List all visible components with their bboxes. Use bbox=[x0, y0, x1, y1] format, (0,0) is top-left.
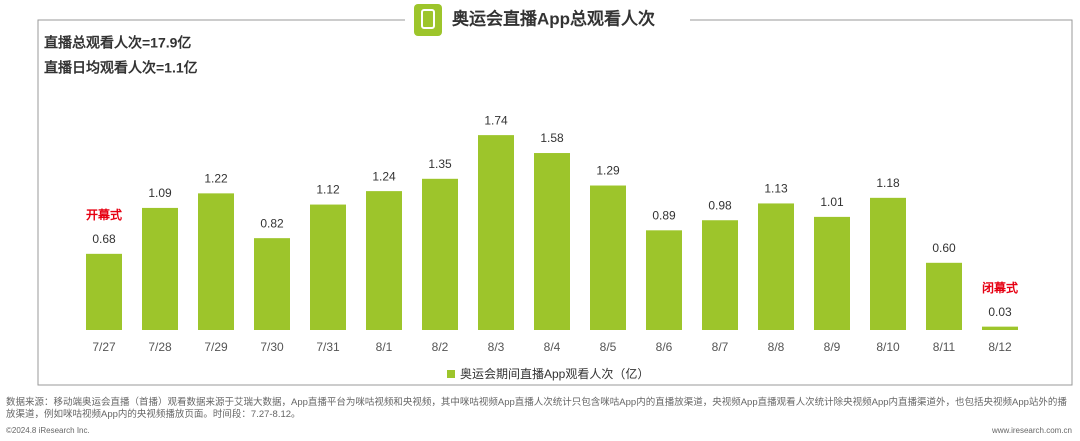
x-tick-label: 8/5 bbox=[600, 340, 617, 354]
bar bbox=[646, 230, 682, 330]
value-label: 0.82 bbox=[260, 216, 284, 230]
bar bbox=[198, 193, 234, 330]
copyright: ©2024.8 iResearch Inc. bbox=[6, 426, 90, 435]
x-tick-label: 8/11 bbox=[933, 340, 956, 354]
x-tick-label: 8/7 bbox=[712, 340, 729, 354]
source-note: 数据来源：移动端奥运会直播（首播）观看数据来源于艾瑞大数据，App直播平台为咪咕… bbox=[6, 397, 1067, 420]
annotation: 开幕式 bbox=[86, 207, 122, 222]
x-tick-label: 8/8 bbox=[768, 340, 785, 354]
bar bbox=[366, 191, 402, 330]
x-tick-label: 8/9 bbox=[824, 340, 841, 354]
chart: 奥运会直播App总观看人次 直播总观看人次=17.9亿 直播日均观看人次=1.1… bbox=[37, 4, 1073, 386]
value-label: 0.89 bbox=[652, 208, 676, 222]
bar bbox=[702, 220, 738, 330]
x-tick-label: 8/10 bbox=[876, 340, 900, 354]
stat: 直播日均观看人次=1.1亿 bbox=[44, 60, 198, 76]
bar bbox=[534, 153, 570, 330]
bar bbox=[142, 207, 178, 330]
bar bbox=[926, 262, 962, 330]
value-label: 1.74 bbox=[484, 113, 508, 127]
value-label: 1.35 bbox=[428, 157, 452, 171]
value-label: 1.01 bbox=[820, 195, 844, 209]
x-tick-label: 7/27 bbox=[92, 340, 116, 354]
bar bbox=[590, 185, 626, 330]
bar bbox=[86, 253, 122, 330]
x-tick-label: 7/30 bbox=[260, 340, 284, 354]
bar bbox=[982, 326, 1018, 330]
value-label: 1.09 bbox=[148, 186, 172, 200]
title-icon bbox=[414, 4, 442, 36]
website: www.iresearch.com.cn bbox=[991, 426, 1072, 435]
value-label: 1.22 bbox=[204, 172, 228, 186]
x-tick-label: 7/29 bbox=[204, 340, 228, 354]
annotation: 闭幕式 bbox=[982, 280, 1018, 295]
frame bbox=[37, 19, 1073, 386]
value-label: 1.24 bbox=[372, 169, 396, 183]
bar bbox=[814, 216, 850, 330]
value-label: 0.68 bbox=[92, 232, 116, 246]
legend-label: 奥运会期间直播App观看人次（亿） bbox=[460, 366, 649, 381]
x-tick-label: 8/3 bbox=[488, 340, 505, 354]
bar bbox=[254, 238, 290, 330]
value-label: 1.13 bbox=[764, 182, 788, 196]
bar bbox=[310, 204, 346, 330]
x-tick-label: 7/28 bbox=[148, 340, 172, 354]
stat: 直播总观看人次=17.9亿 bbox=[44, 35, 191, 51]
title-icon-phone bbox=[421, 9, 435, 29]
value-label: 0.03 bbox=[988, 305, 1012, 319]
value-label: 1.29 bbox=[596, 164, 620, 178]
value-label: 1.58 bbox=[540, 131, 564, 145]
bar bbox=[422, 178, 458, 330]
x-tick-label: 8/2 bbox=[432, 340, 449, 354]
value-label: 0.60 bbox=[932, 241, 956, 255]
x-tick-label: 8/4 bbox=[544, 340, 561, 354]
bar bbox=[758, 203, 794, 330]
x-tick-label: 8/12 bbox=[988, 340, 1012, 354]
legend-swatch bbox=[447, 370, 455, 378]
x-tick-label: 7/31 bbox=[316, 340, 340, 354]
bar bbox=[478, 135, 514, 330]
x-tick-label: 8/1 bbox=[376, 340, 393, 354]
bar bbox=[870, 197, 906, 330]
chart-title: 奥运会直播App总观看人次 bbox=[452, 8, 655, 28]
x-tick-label: 8/6 bbox=[656, 340, 673, 354]
value-label: 1.12 bbox=[316, 183, 340, 197]
value-label: 0.98 bbox=[708, 198, 732, 212]
value-label: 1.18 bbox=[876, 176, 900, 190]
